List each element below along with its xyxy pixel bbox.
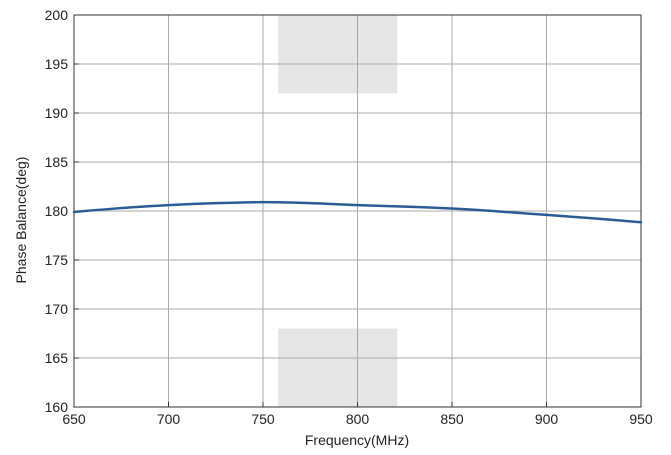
x-axis-title: Frequency(MHz) bbox=[305, 432, 409, 448]
x-tick-label: 900 bbox=[535, 411, 559, 427]
shaded-region-1 bbox=[278, 15, 398, 94]
y-tick-label: 165 bbox=[45, 350, 69, 366]
x-tick-label: 950 bbox=[629, 411, 653, 427]
x-tick-label: 650 bbox=[62, 411, 86, 427]
shaded-region-2 bbox=[278, 328, 398, 407]
x-tick-label: 800 bbox=[346, 411, 370, 427]
y-tick-label: 195 bbox=[45, 56, 69, 72]
x-tick-label: 750 bbox=[251, 411, 275, 427]
y-tick-label: 170 bbox=[45, 301, 69, 317]
y-axis-title: Phase Balance(deg) bbox=[13, 157, 29, 284]
y-tick-label: 185 bbox=[45, 154, 69, 170]
y-tick-label: 190 bbox=[45, 105, 69, 121]
y-tick-label: 175 bbox=[45, 252, 69, 268]
x-tick-label: 700 bbox=[157, 411, 181, 427]
y-tick-label: 200 bbox=[45, 7, 69, 23]
y-tick-label: 180 bbox=[45, 203, 69, 219]
x-tick-label: 850 bbox=[440, 411, 464, 427]
y-tick-label: 160 bbox=[45, 399, 69, 415]
series-line-1 bbox=[72, 200, 643, 224]
